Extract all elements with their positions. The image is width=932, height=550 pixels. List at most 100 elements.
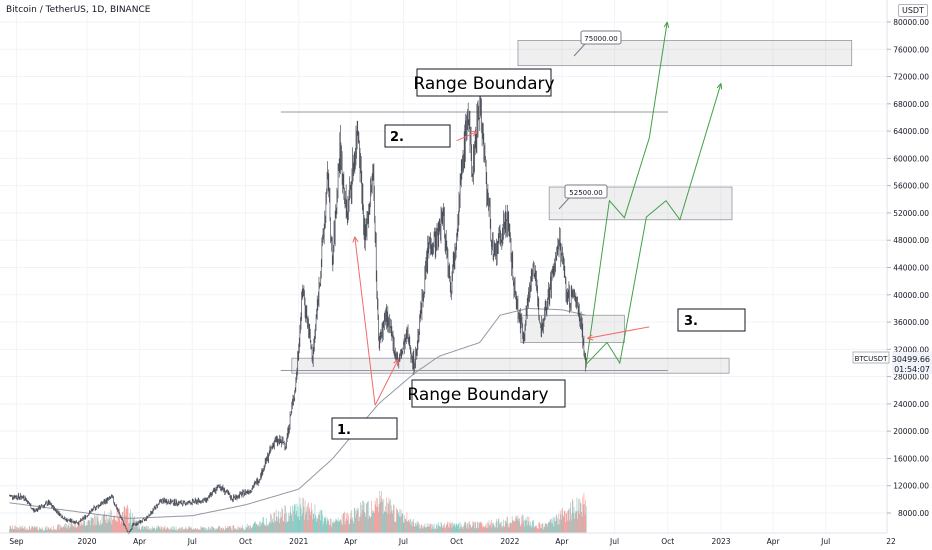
volume-bar [335,519,337,533]
volume-bar [358,521,360,533]
volume-bar [547,526,548,533]
volume-bar [190,527,191,533]
volume-bar [64,527,66,533]
volume-bar [267,523,269,533]
volume-bar [192,529,194,533]
volume-bar [187,529,189,533]
drawing-zones [291,40,853,374]
volume-bar [526,525,528,533]
volume-bar [442,524,444,533]
volume-bar [558,524,560,533]
volume-bar [94,524,96,533]
volume-bar [279,511,281,533]
range-boundary-bottom-box[interactable]: Range Boundary [407,379,566,408]
volume-bar [507,527,509,533]
volume-bar [45,526,47,533]
volume-bar [536,525,537,533]
volume-bar [20,527,21,533]
volume-bar [252,526,253,533]
range-boundary-top-box[interactable]: Range Boundary [413,68,555,97]
volume-bar [261,522,263,533]
volume-bar [64,524,65,533]
volume-bar [137,525,139,533]
volume-bar [186,528,188,533]
volume-bar [144,526,146,533]
volume-bar [428,523,430,533]
volume-bar [397,510,398,533]
volume-bar [530,521,532,533]
volume-bar [359,516,360,533]
price-axis[interactable]: 80000.00 76000.00 72000.00 68000.00 64000.00… [886,0,932,533]
time-tick-label: 2022 [500,537,519,546]
volume-bar [289,511,291,533]
volume-bar [23,529,25,533]
volume-bar [72,524,73,533]
volume-bar [143,529,145,533]
volume-bar [106,514,108,533]
volume-bar [392,513,393,533]
volume-bar [240,526,242,533]
volume-bar [161,530,163,533]
volume-bar [313,518,315,533]
volume-bar [440,521,442,533]
volume-bar [323,516,325,533]
volume-bar [308,502,309,533]
volume-bar [209,528,211,533]
volume-bar [151,527,153,533]
volume-bar [119,508,120,533]
volume-bar [436,524,437,533]
volume-bar [305,511,307,533]
volume-bar [544,526,545,533]
volume-bar [272,518,274,533]
volume-bar [518,521,520,533]
volume-bar [224,526,226,533]
volume-bar [135,525,137,533]
volume-bar [189,527,191,533]
label-3-box[interactable]: 3. [677,308,746,332]
volume-bar [81,518,83,533]
volume-bar [73,521,75,533]
label-1-box[interactable]: 1. [331,417,398,440]
volume-bar [409,519,411,533]
volume-bar [407,521,408,533]
volume-bar [50,528,51,533]
volume-bar [18,528,20,533]
volume-bar [156,527,157,533]
price-tick-label: 80000.00 [893,18,929,27]
volume-bar [454,525,456,533]
projection-arrowhead [716,83,723,90]
volume-bar [307,520,309,533]
currency-badge[interactable]: USDT [898,4,928,17]
volume-bar [319,515,320,533]
volume-bar [340,520,342,533]
time-axis[interactable]: Sep 2020 Apr Jul Oct 2021 Apr Jul Oct 2022 Apr Jul O… [0,532,896,546]
volume-bar [431,524,433,533]
volume-bar [445,525,447,533]
volume-bar [145,528,147,533]
target-mid-callout[interactable]: 52500.00 [558,184,608,210]
volume-bar [316,521,318,533]
volume-bar [257,524,259,533]
volume-bar [574,513,576,533]
volume-bar [98,523,100,533]
volume-bar [140,529,142,533]
target-high-callout[interactable]: 75000.00 [573,30,622,57]
volume-bar [159,528,161,533]
volume-bar [258,526,260,533]
volume-bar [108,512,110,533]
volume-bar [433,526,434,533]
volume-bar [584,503,585,533]
volume-bar [268,522,270,533]
volume-bar [16,526,17,533]
volume-bar [295,514,297,533]
volume-bar [52,529,54,533]
volume-bar [292,521,294,533]
label-2-box[interactable]: 2. [384,124,451,148]
volume-bar [89,520,91,533]
price-tick-label: 16000.00 [893,454,929,463]
volume-bar [414,526,416,533]
volume-bar [517,515,519,533]
volume-bar [34,526,36,533]
volume-bar [458,524,459,533]
